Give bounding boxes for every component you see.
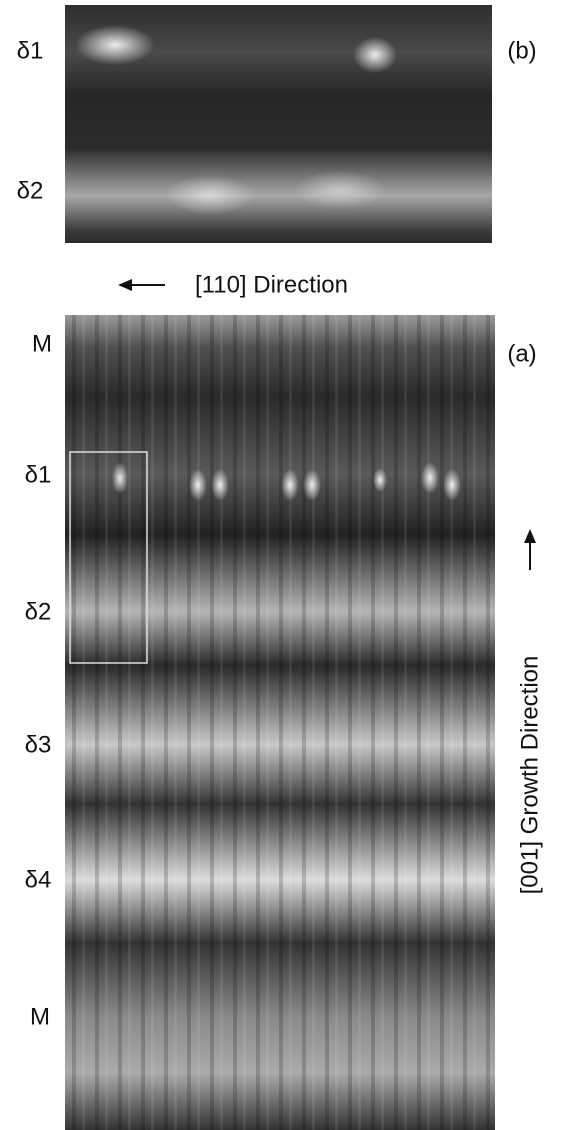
arrow-head: [118, 279, 132, 291]
panel-label: (a): [507, 340, 536, 367]
row-label: δ4: [25, 866, 52, 893]
panel-b: δ1 δ2 (b): [17, 5, 537, 243]
row-label: δ2: [17, 177, 44, 204]
row-label: M: [30, 1003, 50, 1030]
panel-a: M δ1 δ2 δ3 δ4 M (a) [001] Growth Directi…: [25, 315, 543, 1130]
spot: [165, 175, 255, 215]
spots: [112, 462, 461, 501]
arrow-head: [524, 529, 536, 543]
growth-label: [001] Growth Direction: [516, 656, 543, 895]
row-label: δ1: [25, 461, 52, 488]
row-label: δ1: [17, 37, 44, 64]
texture: [65, 315, 495, 1130]
inset-box: [69, 451, 148, 664]
spot: [295, 170, 385, 210]
row-label: M: [32, 330, 52, 357]
row-label: δ3: [25, 731, 52, 758]
spot: [75, 25, 155, 65]
spot: [353, 37, 397, 73]
direction-label: [110] Direction: [195, 271, 348, 298]
row-label: δ2: [25, 598, 52, 625]
panel-label: (b): [507, 37, 536, 64]
